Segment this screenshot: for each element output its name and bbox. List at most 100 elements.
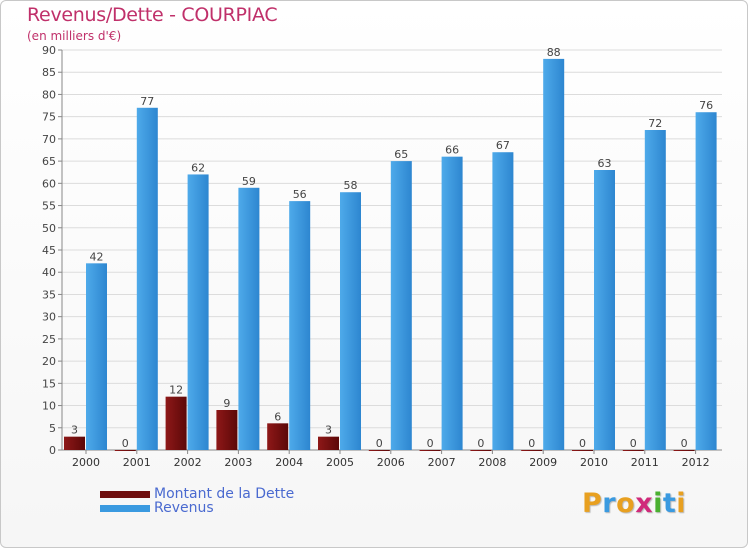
bar-revenus	[340, 192, 361, 450]
data-label-debt: 0	[681, 437, 688, 450]
bars	[64, 58, 717, 451]
bar-debt	[368, 450, 390, 451]
logo-letter: P	[582, 488, 603, 519]
y-tick-label: 40	[42, 266, 56, 279]
y-tick-label: 65	[42, 155, 56, 168]
x-tick-label: 2007	[428, 456, 456, 469]
bar-revenus	[86, 263, 107, 450]
y-tick-label: 60	[42, 177, 56, 190]
data-label-debt: 3	[325, 424, 332, 437]
bar-revenus	[441, 156, 463, 450]
legend-item-debt: Montant de la Dette	[100, 486, 294, 502]
data-label-debt: 12	[169, 384, 183, 397]
bar-debt	[521, 450, 543, 451]
x-tick-label: 2000	[72, 456, 100, 469]
chart-title: Revenus/Dette - COURPIAC	[27, 4, 278, 26]
bar-debt	[572, 450, 593, 451]
legend-item-revenus: Revenus	[100, 500, 214, 516]
data-label-revenus: 72	[648, 117, 662, 130]
y-tick-label: 90	[42, 44, 56, 57]
bar-debt	[419, 450, 441, 451]
bar-debt	[165, 396, 187, 450]
chart-subtitle: (en milliers d'€)	[27, 29, 122, 43]
y-tick-label: 10	[42, 400, 56, 413]
x-tick-label: 2012	[682, 456, 710, 469]
y-tick-label: 45	[42, 244, 56, 257]
y-tick-label: 25	[42, 333, 56, 346]
bar-debt	[318, 436, 339, 450]
logo-letter: i	[676, 488, 687, 519]
y-tick-label: 55	[42, 200, 56, 213]
data-label-revenus: 76	[699, 99, 713, 112]
proxiti-logo: Proxiti	[582, 488, 686, 519]
bar-revenus	[543, 58, 565, 451]
data-label-debt: 0	[630, 437, 637, 450]
legend-swatch-revenus	[100, 504, 150, 512]
y-tick-label: 85	[42, 66, 56, 79]
data-label-debt: 6	[274, 410, 281, 423]
y-tick-label: 80	[42, 88, 56, 101]
data-label-revenus: 77	[140, 95, 154, 108]
x-tick-label: 2011	[631, 456, 659, 469]
y-tick-label: 5	[49, 422, 56, 435]
legend-label-revenus: Revenus	[154, 500, 214, 516]
x-tick-label: 2008	[478, 456, 506, 469]
y-tick-label: 15	[42, 377, 56, 390]
bar-revenus	[695, 112, 717, 450]
data-label-revenus: 42	[90, 250, 104, 263]
data-label-revenus: 62	[191, 161, 205, 174]
bar-revenus	[289, 201, 311, 450]
y-tick-label: 30	[42, 311, 56, 324]
x-tick-label: 2006	[377, 456, 405, 469]
y-tick-label: 0	[49, 444, 56, 457]
logo-letter: t	[662, 488, 677, 519]
x-tick-label: 2003	[224, 456, 252, 469]
logo-letter: o	[616, 488, 636, 519]
bar-debt	[114, 450, 136, 451]
data-labels: 3 42 0 77 12 62 9 59 6 56 3 58 0 65 0 66 0 67 0 88 0 63 0 72 0 76	[71, 46, 713, 450]
x-tick-label: 2001	[123, 456, 151, 469]
bar-debt	[216, 410, 238, 450]
data-label-revenus: 88	[547, 46, 561, 59]
bar-revenus	[187, 174, 209, 450]
bar-revenus	[136, 107, 158, 451]
data-label-revenus: 58	[344, 179, 358, 192]
x-tick-label: 2009	[529, 456, 557, 469]
bar-revenus	[644, 130, 666, 450]
data-label-debt: 3	[71, 424, 78, 437]
x-tick-label: 2005	[326, 456, 354, 469]
bar-debt	[470, 450, 492, 451]
x-tick-label: 2010	[580, 456, 608, 469]
legend-swatch-debt	[100, 490, 150, 498]
y-tick-label: 75	[42, 111, 56, 124]
data-label-revenus: 56	[293, 188, 307, 201]
data-label-debt: 0	[477, 437, 484, 450]
bar-revenus	[238, 187, 260, 450]
y-tick-label: 20	[42, 355, 56, 368]
data-label-debt: 0	[579, 437, 586, 450]
bar-revenus	[492, 152, 514, 450]
data-label-debt: 0	[122, 437, 129, 450]
y-tick-label: 35	[42, 288, 56, 301]
x-tick-label: 2004	[275, 456, 303, 469]
y-tick-label: 50	[42, 222, 56, 235]
bar-debt	[622, 450, 644, 451]
data-label-revenus: 59	[242, 175, 256, 188]
data-label-revenus: 67	[496, 139, 510, 152]
data-label-debt: 0	[376, 437, 383, 450]
logo-letter: r	[602, 488, 617, 519]
x-tick-label: 2002	[174, 456, 202, 469]
bar-debt	[673, 450, 695, 451]
legend-label-debt: Montant de la Dette	[154, 486, 295, 502]
axes: 0510152025303540455055606570758085902000…	[42, 44, 722, 469]
data-label-revenus: 66	[445, 144, 459, 157]
data-label-revenus: 63	[598, 157, 612, 170]
y-tick-label: 70	[42, 133, 56, 146]
logo-letter: x	[635, 488, 654, 519]
logo-letter: i	[653, 488, 663, 519]
bar-revenus	[594, 170, 615, 450]
bar-revenus	[390, 161, 412, 450]
data-label-debt: 0	[427, 437, 434, 450]
